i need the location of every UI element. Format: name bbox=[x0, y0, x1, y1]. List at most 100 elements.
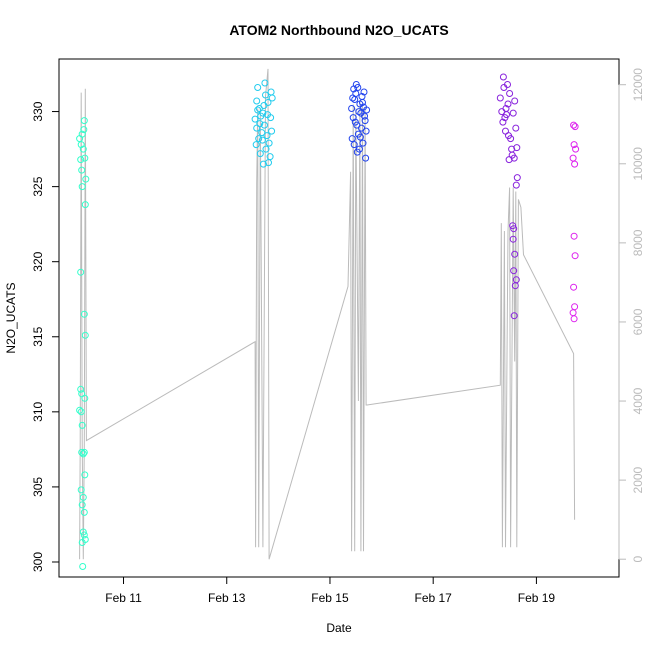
data-point-s0-2 bbox=[78, 130, 86, 138]
data-point-s1-6 bbox=[258, 129, 266, 137]
data-point-s1-15 bbox=[265, 139, 273, 147]
data-point-s4-7 bbox=[571, 252, 579, 260]
altitude-trace-layer bbox=[79, 68, 576, 560]
data-point-s2-28 bbox=[361, 112, 368, 120]
data-point-s3-21 bbox=[509, 222, 517, 230]
y-tick-label-5: 325 bbox=[31, 176, 45, 196]
y2-tick-label-4: 8000 bbox=[631, 229, 645, 256]
data-point-s0-23 bbox=[80, 448, 88, 456]
data-point-s2-23 bbox=[349, 94, 357, 102]
data-point-s4-8 bbox=[570, 283, 578, 291]
y-tick-label-2: 310 bbox=[31, 402, 45, 422]
y2-tick-label-5: 10000 bbox=[631, 147, 645, 181]
data-point-s2-17 bbox=[362, 154, 370, 162]
data-point-s1-29 bbox=[268, 127, 276, 135]
data-point-s1-28 bbox=[264, 111, 271, 119]
data-point-s1-18 bbox=[254, 84, 262, 91]
data-point-s3-31 bbox=[502, 105, 510, 112]
data-point-s1-26 bbox=[259, 160, 267, 168]
data-point-s1-10 bbox=[264, 99, 272, 106]
data-point-s1-25 bbox=[265, 159, 272, 167]
data-point-s3-20 bbox=[513, 174, 521, 182]
x-tick-label-1: Feb 13 bbox=[208, 591, 246, 605]
data-point-s3-0 bbox=[496, 94, 504, 102]
data-point-s2-20 bbox=[355, 108, 363, 116]
data-point-s0-14 bbox=[81, 331, 89, 339]
data-point-s0-6 bbox=[81, 154, 89, 162]
data-point-s0-13 bbox=[80, 310, 88, 318]
y-tick-label-1: 305 bbox=[31, 477, 45, 497]
data-point-s1-27 bbox=[256, 120, 264, 128]
data-point-s1-11 bbox=[255, 105, 263, 112]
data-point-s0-17 bbox=[81, 394, 89, 402]
data-point-s2-25 bbox=[354, 84, 362, 91]
data-point-s3-24 bbox=[511, 250, 519, 258]
data-point-s0-27 bbox=[78, 501, 86, 509]
data-point-s0-22 bbox=[79, 450, 87, 458]
data-point-s0-9 bbox=[80, 126, 88, 134]
data-point-s1-14 bbox=[263, 132, 271, 140]
data-point-s4-1 bbox=[571, 123, 579, 131]
data-point-s0-28 bbox=[80, 508, 88, 516]
data-point-s0-12 bbox=[77, 268, 85, 276]
data-point-s0-7 bbox=[78, 183, 86, 191]
data-point-s4-4 bbox=[569, 154, 577, 162]
data-point-s0-18 bbox=[76, 406, 84, 414]
data-point-s3-12 bbox=[512, 124, 520, 132]
data-point-s2-15 bbox=[355, 145, 363, 153]
y2-tick-label-1: 2000 bbox=[631, 466, 645, 493]
data-points-layer bbox=[76, 73, 580, 570]
data-point-s1-21 bbox=[253, 97, 261, 105]
data-point-s4-3 bbox=[572, 145, 580, 153]
data-point-s3-14 bbox=[499, 73, 507, 81]
data-point-s2-10 bbox=[361, 117, 369, 125]
data-point-s0-20 bbox=[78, 421, 86, 429]
data-point-s3-6 bbox=[504, 100, 512, 108]
data-point-s2-29 bbox=[363, 106, 371, 114]
x-tick-label-2: Feb 15 bbox=[311, 591, 349, 605]
data-point-s2-16 bbox=[359, 139, 367, 147]
data-point-s3-7 bbox=[506, 90, 514, 97]
data-point-s0-1 bbox=[77, 141, 85, 149]
data-point-s3-25 bbox=[510, 267, 518, 275]
data-point-s2-24 bbox=[351, 118, 359, 126]
y2-tick-label-3: 6000 bbox=[631, 308, 645, 335]
data-point-s0-19 bbox=[77, 408, 85, 416]
axes-layer: Feb 11 Feb 13 Feb 15 Feb 17 Feb 19 300 305 310 3… bbox=[31, 68, 645, 605]
data-point-s0-10 bbox=[82, 175, 90, 183]
data-point-s1-17 bbox=[268, 94, 276, 102]
data-point-s2-0 bbox=[348, 105, 356, 112]
data-point-s0-24 bbox=[81, 471, 89, 479]
altitude-trace-line bbox=[79, 68, 576, 560]
data-point-s0-30 bbox=[80, 531, 88, 539]
data-point-s3-19 bbox=[512, 181, 520, 189]
y-tick-label-0: 300 bbox=[31, 552, 45, 572]
data-point-s1-3 bbox=[255, 135, 263, 143]
y-tick-label-3: 315 bbox=[31, 326, 45, 346]
x-tick-label-4: Feb 19 bbox=[518, 591, 556, 605]
data-point-s3-27 bbox=[511, 282, 519, 290]
data-point-s3-22 bbox=[510, 225, 518, 233]
data-point-s0-3 bbox=[79, 145, 87, 153]
data-point-s3-30 bbox=[505, 132, 512, 140]
data-point-s4-6 bbox=[570, 232, 578, 240]
data-point-s0-26 bbox=[79, 493, 87, 501]
data-point-s4-9 bbox=[571, 303, 579, 311]
data-point-s2-12 bbox=[348, 135, 356, 143]
y-tick-label-6: 330 bbox=[31, 101, 45, 121]
x-tick-label-3: Feb 17 bbox=[415, 591, 453, 605]
data-point-s0-29 bbox=[79, 528, 87, 536]
x-tick-label-0: Feb 11 bbox=[105, 591, 142, 605]
chart-title: ATOM2 Northbound N2O_UCATS bbox=[229, 22, 448, 38]
data-point-s2-26 bbox=[356, 133, 364, 141]
data-point-s3-28 bbox=[510, 312, 518, 320]
data-point-s1-2 bbox=[254, 106, 262, 114]
data-point-s0-5 bbox=[78, 166, 86, 174]
data-point-s0-15 bbox=[77, 385, 85, 393]
data-point-s1-5 bbox=[256, 150, 264, 158]
data-point-s1-20 bbox=[267, 88, 275, 96]
data-point-s4-0 bbox=[570, 121, 578, 129]
data-point-s4-11 bbox=[570, 315, 578, 323]
data-point-s3-29 bbox=[501, 114, 509, 122]
